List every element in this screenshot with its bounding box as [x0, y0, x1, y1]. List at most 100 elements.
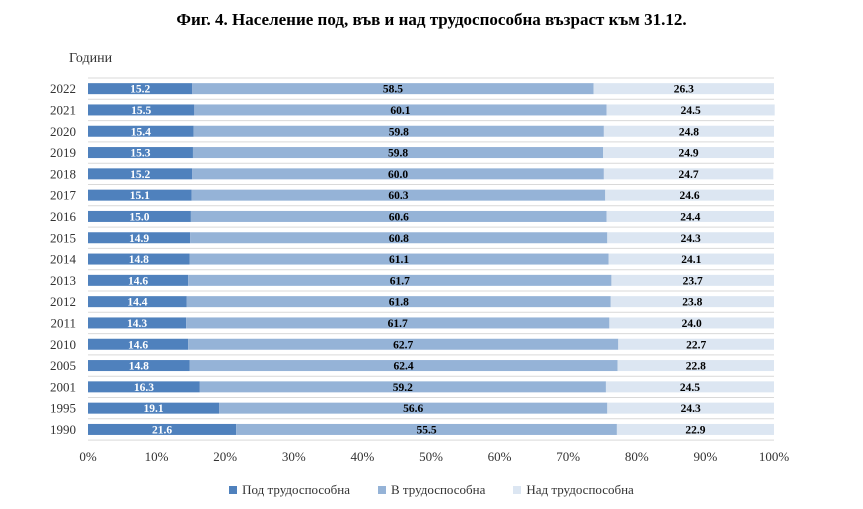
y-tick-label: 2017 [50, 188, 77, 203]
data-label: 62.4 [393, 361, 413, 373]
data-label: 24.9 [679, 148, 699, 160]
data-label: 60.6 [389, 211, 409, 223]
bar-segment [616, 423, 774, 435]
x-tick-label: 40% [350, 449, 374, 464]
data-label: 55.5 [416, 424, 436, 436]
legend-item-over: Над трудоспособна [513, 482, 634, 498]
data-label: 59.8 [389, 126, 409, 138]
data-label: 23.7 [683, 275, 703, 287]
y-axis-title: Години [69, 51, 113, 66]
bar-segment [88, 381, 200, 393]
data-label: 60.0 [388, 169, 408, 181]
y-tick-label: 2015 [50, 230, 76, 245]
bar-segment [593, 83, 774, 95]
data-label: 19.1 [143, 403, 163, 415]
x-tick-label: 10% [145, 449, 169, 464]
y-tick-label: 2021 [50, 102, 76, 117]
x-tick-label: 30% [282, 449, 306, 464]
bar-segment [88, 360, 190, 372]
data-label: 14.8 [129, 361, 149, 373]
bar-segment [189, 360, 618, 372]
data-label: 60.3 [388, 190, 408, 202]
y-tick-label: 2001 [50, 379, 76, 394]
bar-segment [191, 189, 606, 201]
bar-segment [88, 296, 187, 308]
bar-segment [88, 338, 189, 350]
data-label: 21.6 [152, 424, 172, 436]
bar-segment [88, 210, 191, 222]
bar-segment [88, 147, 193, 159]
bar-segment [219, 402, 608, 414]
bar-segment [618, 338, 774, 350]
bar-segment [193, 125, 604, 137]
legend-label-over: Над трудоспособна [526, 482, 634, 497]
data-label: 24.5 [680, 382, 700, 394]
data-label: 14.4 [127, 297, 147, 309]
data-label: 24.3 [681, 403, 701, 415]
data-label: 15.2 [130, 84, 150, 96]
bar-segment [88, 83, 193, 95]
data-label: 14.3 [127, 318, 147, 330]
bar-segment [188, 274, 612, 286]
y-tick-label: 1990 [50, 422, 76, 437]
bar-segment [88, 317, 187, 329]
bar-segment [190, 232, 608, 244]
bar-segment [88, 232, 191, 244]
bar-segment [603, 147, 774, 159]
data-label: 14.8 [129, 254, 149, 266]
x-tick-label: 90% [693, 449, 717, 464]
data-label: 23.8 [682, 297, 702, 309]
bar-segment [603, 168, 774, 180]
bar-segment [186, 317, 610, 329]
bar-segment [606, 210, 774, 222]
data-label: 61.1 [389, 254, 409, 266]
data-label: 14.9 [129, 233, 149, 245]
bar-segment [88, 104, 195, 116]
y-tick-label: 2018 [50, 166, 76, 181]
bar-segment [609, 317, 774, 329]
bar-segment [199, 381, 606, 393]
x-tick-label: 80% [625, 449, 649, 464]
x-tick-label: 20% [213, 449, 237, 464]
data-label: 61.7 [390, 275, 410, 287]
chart-legend: Под трудоспособна В трудоспособна Над тр… [0, 482, 863, 498]
x-tick-label: 100% [759, 449, 790, 464]
bar-segment [610, 296, 774, 308]
legend-label-working: В трудоспособна [390, 482, 486, 497]
data-label: 59.2 [393, 382, 413, 394]
data-label: 22.7 [686, 339, 706, 351]
bar-segment [617, 360, 774, 372]
bar-segment [192, 83, 594, 95]
y-tick-label: 2010 [50, 337, 76, 352]
x-tick-label: 50% [419, 449, 443, 464]
data-label: 26.3 [674, 84, 694, 96]
data-label: 16.3 [134, 382, 154, 394]
bar-segment [88, 189, 192, 201]
bar-segment [88, 274, 189, 286]
bar-segment [192, 168, 604, 180]
bar-segment [605, 189, 774, 201]
bar-segment [186, 296, 611, 308]
bar-segment [607, 402, 774, 414]
data-label: 59.8 [388, 148, 408, 160]
data-label: 24.7 [679, 169, 699, 181]
data-label: 61.8 [389, 297, 409, 309]
data-label: 15.1 [130, 190, 150, 202]
bar-segment [88, 402, 220, 414]
y-tick-label: 2019 [50, 145, 76, 160]
bar-segment [608, 253, 774, 265]
legend-swatch-over [513, 486, 522, 494]
bar-segment [236, 423, 617, 435]
data-label: 15.2 [130, 169, 150, 181]
data-label: 22.8 [686, 361, 706, 373]
data-label: 61.7 [388, 318, 408, 330]
bar-segment [88, 253, 190, 265]
data-label: 24.4 [680, 211, 700, 223]
data-label: 14.6 [128, 339, 148, 351]
legend-swatch-working [377, 486, 386, 494]
data-label: 24.6 [680, 190, 700, 202]
bar-segment [190, 210, 607, 222]
bar-segment [611, 274, 774, 286]
y-tick-label: 1995 [50, 401, 76, 416]
